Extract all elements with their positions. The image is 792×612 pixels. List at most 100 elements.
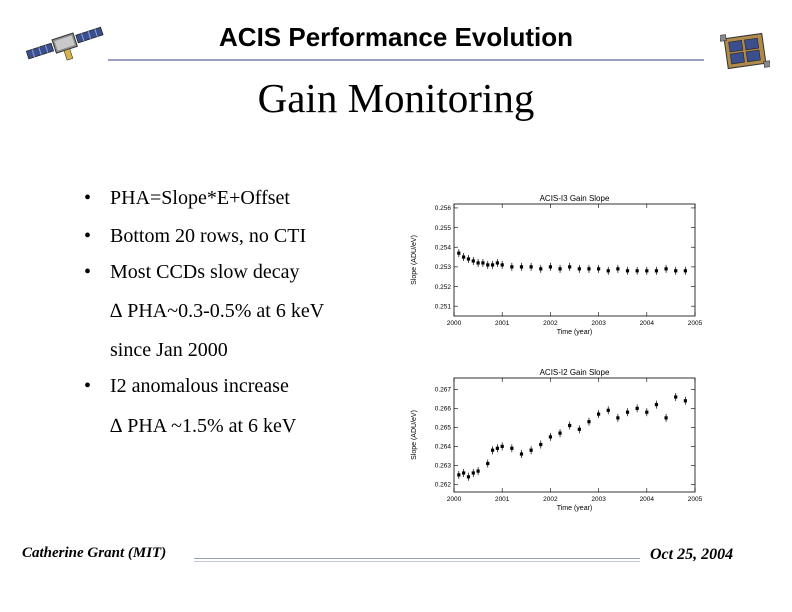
bullet-text: PHA=Slope*E+Offset	[110, 187, 290, 209]
data-point	[471, 259, 475, 263]
i2-gain-slope-chart: ACIS-I2 Gain Slope 2000 2001 2002 2003 2004 20…	[411, 368, 703, 512]
data-point	[462, 255, 466, 259]
i3-gain-slope-chart: ACIS-I3 Gain Slope 2000 2001 2002 2003 2004 20…	[411, 194, 703, 336]
x-tick-label: 2005	[688, 320, 703, 327]
plot-frame	[453, 377, 696, 493]
bullet-marker: •	[84, 261, 92, 283]
y-tick-label: 0.251	[435, 303, 452, 310]
data-point	[625, 410, 630, 414]
data-point	[616, 416, 620, 420]
x-tick-label: 2003	[591, 320, 606, 327]
data-point	[645, 269, 649, 273]
header-title: ACIS Performance Evolution	[219, 22, 573, 52]
data-point	[476, 469, 480, 473]
x-tick-label: 2004	[640, 496, 655, 503]
y-tick-label: 0.255	[435, 225, 452, 232]
y-axis-label: Slope (ADU/eV)	[411, 235, 418, 285]
bullet-marker: •	[84, 225, 92, 247]
data-point	[548, 435, 552, 439]
data-point	[625, 269, 630, 273]
y-tick-label: 0.264	[435, 444, 452, 451]
bullet-text: since Jan 2000	[110, 339, 228, 361]
chart-title: ACIS-I2 Gain Slope	[540, 368, 610, 377]
x-tick-label: 2001	[495, 320, 510, 327]
y-tick-label: 0.265	[435, 425, 452, 432]
y-tick-label: 0.256	[435, 205, 452, 212]
y-tick-label: 0.266	[435, 406, 452, 413]
data-point	[486, 461, 490, 466]
data-point	[462, 471, 466, 475]
data-point	[568, 265, 572, 269]
data-point	[539, 442, 543, 447]
data-point	[490, 263, 495, 267]
data-point	[654, 269, 659, 273]
data-point	[495, 261, 499, 265]
data-point	[577, 427, 581, 431]
bullet-text: ∆ PHA~0.3-0.5% at 6 keV	[110, 300, 325, 322]
data-point	[568, 423, 572, 428]
data-point	[597, 412, 601, 416]
bullet-text: I2 anomalous increase	[110, 375, 289, 397]
x-tick-label: 2002	[543, 496, 558, 503]
data-point	[510, 265, 514, 269]
y-tick-label: 0.254	[435, 245, 452, 252]
x-tick-label: 2004	[640, 320, 655, 327]
chandra-satellite-logo	[25, 26, 104, 61]
x-axis-label: Time (year)	[557, 505, 593, 512]
data-point	[510, 446, 514, 450]
data-point	[597, 267, 601, 271]
data-point	[577, 267, 581, 271]
x-tick-label: 2000	[447, 496, 462, 503]
data-point	[664, 267, 668, 271]
data-point	[674, 269, 678, 273]
data-point	[606, 408, 610, 412]
data-point	[587, 267, 591, 271]
plot-frame	[453, 203, 696, 317]
data-point	[654, 403, 659, 407]
y-axis-label: Slope (ADU/eV)	[411, 410, 418, 460]
header-divider	[108, 59, 704, 61]
acis-instrument-logo	[720, 32, 770, 70]
data-point	[476, 261, 480, 265]
y-tick-label: 0.253	[435, 264, 452, 271]
data-point	[500, 444, 504, 448]
bullet-text: ∆ PHA ~1.5% at 6 keV	[110, 415, 297, 437]
footer-divider	[194, 561, 640, 562]
data-point	[519, 265, 524, 269]
x-tick-label: 2005	[688, 496, 703, 503]
bullet-text: Bottom 20 rows, no CTI	[110, 225, 307, 247]
data-point	[606, 269, 610, 273]
x-tick-label: 2002	[543, 320, 558, 327]
bullet-marker: •	[84, 375, 92, 397]
y-tick-label: 0.267	[435, 387, 452, 394]
chart-title: ACIS-I3 Gain Slope	[540, 194, 610, 203]
x-tick-label: 2001	[495, 496, 510, 503]
footer-date: Oct 25, 2004	[650, 546, 734, 563]
x-tick-label: 2000	[447, 320, 462, 327]
bullet-text: Most CCDs slow decay	[110, 261, 300, 283]
bullet-marker: •	[84, 187, 92, 209]
data-point	[490, 448, 495, 452]
data-point	[486, 263, 490, 267]
data-point	[558, 267, 562, 271]
data-point	[500, 263, 504, 267]
footer-divider	[194, 558, 640, 559]
x-axis-label: Time (year)	[557, 329, 593, 336]
x-tick-label: 2003	[591, 496, 606, 503]
data-point	[457, 251, 461, 255]
data-point	[466, 475, 471, 479]
data-point	[587, 420, 591, 424]
data-point	[519, 452, 524, 456]
data-point	[495, 446, 499, 450]
data-point	[529, 265, 533, 269]
data-point	[683, 399, 687, 403]
data-point	[529, 448, 533, 452]
y-tick-label: 0.252	[435, 284, 452, 291]
data-point	[635, 406, 639, 410]
data-point	[548, 265, 552, 269]
data-point	[683, 269, 687, 273]
data-point	[645, 410, 649, 414]
data-point	[635, 269, 639, 273]
data-point	[539, 267, 543, 271]
data-point	[674, 395, 678, 399]
